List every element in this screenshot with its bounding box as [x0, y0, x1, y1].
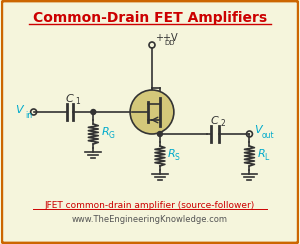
- Text: G: G: [108, 132, 114, 141]
- Text: V: V: [15, 105, 22, 115]
- Text: C: C: [66, 94, 73, 104]
- Circle shape: [158, 132, 162, 136]
- Text: DD: DD: [164, 40, 174, 46]
- Text: L: L: [264, 153, 268, 163]
- Text: Common-Drain FET Amplifiers: Common-Drain FET Amplifiers: [33, 11, 267, 25]
- Circle shape: [130, 90, 174, 134]
- FancyBboxPatch shape: [2, 1, 298, 243]
- Text: out: out: [261, 131, 274, 140]
- Text: R: R: [168, 149, 176, 159]
- Text: www.TheEngineeringKnowledge.com: www.TheEngineeringKnowledge.com: [72, 215, 228, 224]
- Text: 1: 1: [75, 98, 80, 106]
- Text: R: R: [257, 149, 265, 159]
- Text: S: S: [175, 153, 180, 163]
- Text: R: R: [101, 127, 109, 137]
- Text: C: C: [211, 116, 218, 126]
- Text: ++V: ++V: [155, 33, 178, 43]
- Text: in: in: [26, 111, 33, 120]
- Text: V: V: [254, 125, 262, 135]
- Text: JFET common-drain amplifier (source-follower): JFET common-drain amplifier (source-foll…: [45, 201, 255, 210]
- Text: 2: 2: [220, 120, 225, 129]
- Circle shape: [91, 110, 96, 114]
